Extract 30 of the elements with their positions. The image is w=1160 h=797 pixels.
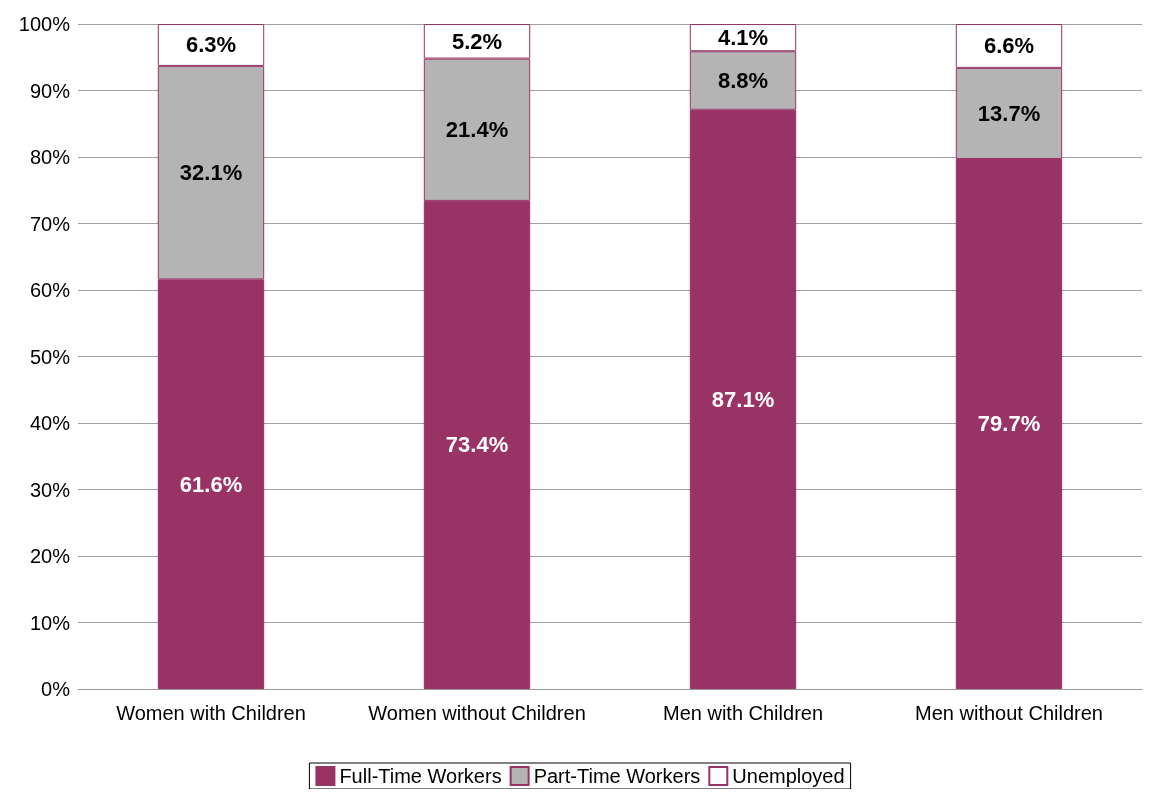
y-tick-label: 80% (29, 146, 71, 168)
legend-label: Unemployed (732, 765, 845, 787)
data-label: 13.7% (977, 100, 1041, 126)
y-tick-label: 30% (29, 478, 71, 501)
y-tick-label: 40% (29, 412, 71, 434)
data-label: 87.1% (711, 386, 775, 412)
data-label: 5.2% (451, 28, 503, 54)
data-label: 73.4% (445, 432, 509, 458)
x-tick-label: Men without Children (915, 702, 1103, 724)
y-tick-label: 100% (18, 13, 71, 35)
data-label: 21.4% (445, 117, 509, 143)
legend-label: Part-Time Workers (533, 765, 701, 787)
data-label: 61.6% (179, 471, 243, 497)
y-tick-label: 0% (41, 678, 71, 700)
y-tick-label: 50% (29, 345, 71, 368)
data-label: 79.7% (977, 411, 1041, 437)
data-label: 8.8% (717, 68, 769, 94)
legend-label: Full-Time Workers (339, 765, 502, 787)
x-tick-label: Women without Children (368, 702, 586, 724)
y-tick-label: 70% (29, 212, 71, 235)
data-label: 6.3% (185, 32, 237, 58)
data-label: 32.1% (179, 160, 243, 186)
y-tick-label: 20% (29, 545, 71, 567)
x-tick-label: Women with Children (116, 702, 306, 724)
x-tick-label: Men with Children (662, 702, 824, 724)
y-tick-label: 90% (29, 79, 71, 102)
y-tick-label: 60% (29, 279, 71, 301)
data-label: 6.6% (983, 33, 1035, 59)
y-tick-label: 10% (29, 611, 71, 634)
data-label: 4.1% (717, 25, 769, 51)
